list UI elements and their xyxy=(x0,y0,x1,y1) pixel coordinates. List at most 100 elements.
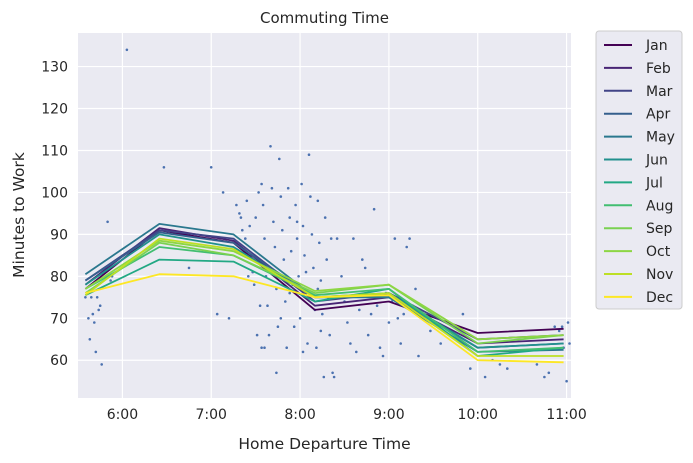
scatter-point xyxy=(568,342,571,345)
scatter-point xyxy=(106,220,109,224)
scatter-point xyxy=(90,296,93,299)
legend-label: May xyxy=(646,130,675,146)
legend-label: Jun xyxy=(645,153,668,169)
scatter-point xyxy=(335,237,339,240)
scatter-point xyxy=(469,367,472,370)
scatter-point xyxy=(278,157,281,161)
scatter-point xyxy=(322,375,326,379)
scatter-point xyxy=(247,275,250,278)
scatter-point xyxy=(100,363,103,366)
series-line-sep xyxy=(84,241,564,345)
scatter-point xyxy=(553,325,556,329)
legend-label: Jan xyxy=(645,38,668,54)
scatter-point xyxy=(238,212,241,215)
x-tick-labels: 6:00 7:00 8:00 9:00 10:00 11:00 xyxy=(107,407,587,423)
scatter-point xyxy=(275,371,278,375)
scatter-point xyxy=(281,228,284,232)
scatter-point xyxy=(303,254,306,257)
legend-label: Jul xyxy=(645,175,663,191)
series-line-aug xyxy=(84,246,564,353)
scatter-point xyxy=(285,346,289,350)
scatter-point xyxy=(319,329,323,333)
y-tick-labels: 60 70 80 90 100 110 120 130 xyxy=(41,60,68,370)
scatter-point xyxy=(187,266,191,270)
scatter-point xyxy=(402,312,406,316)
scatter-point xyxy=(301,350,305,354)
scatter-point xyxy=(248,224,251,228)
scatter-point xyxy=(269,145,272,148)
chart-title: Commuting Time xyxy=(260,9,389,27)
scatter-point xyxy=(387,321,391,324)
legend-label: Oct xyxy=(646,244,671,260)
legend-label: Feb xyxy=(646,61,671,77)
scatter-point xyxy=(346,321,349,324)
scatter-point xyxy=(292,325,296,329)
scatter-point xyxy=(95,296,99,299)
scatter-point xyxy=(328,333,332,337)
scatter-point xyxy=(315,346,318,350)
y-tick-label: 100 xyxy=(41,185,68,201)
scatter-point xyxy=(414,287,417,291)
scatter-point xyxy=(565,379,568,383)
scatter-point xyxy=(295,220,299,224)
scatter-point xyxy=(84,296,87,299)
y-tick-label: 70 xyxy=(50,311,68,327)
scatter-point xyxy=(340,275,343,278)
legend-label: Aug xyxy=(646,198,673,214)
x-tick-label: 6:00 xyxy=(107,407,138,423)
scatter-point xyxy=(254,216,257,219)
scatter-point xyxy=(378,346,382,350)
scatter-point xyxy=(260,182,263,186)
scatter-point xyxy=(270,186,274,190)
scatter-point xyxy=(363,266,367,270)
scatter-point xyxy=(93,321,96,324)
scatter-point xyxy=(289,249,293,253)
scatter-point xyxy=(366,333,370,337)
scatter-point xyxy=(263,237,266,240)
scatter-point xyxy=(276,325,280,329)
scatter-point xyxy=(309,195,312,198)
scatter-point xyxy=(125,48,129,52)
scatter-point xyxy=(325,258,329,261)
scatter-point xyxy=(361,258,364,261)
legend-label: Apr xyxy=(646,107,670,123)
scatter-point xyxy=(429,329,432,333)
scatter-point xyxy=(329,237,333,240)
scatter-point xyxy=(355,350,358,354)
scatter-point xyxy=(321,312,324,316)
scatter-point xyxy=(162,166,166,169)
scatter-point xyxy=(209,166,213,169)
series-line-oct xyxy=(84,239,564,341)
scatter-point xyxy=(282,258,286,261)
scatter-point xyxy=(244,237,247,240)
legend-box xyxy=(595,30,683,310)
x-axis-label: Home Departure Time xyxy=(238,435,410,453)
scatter-point xyxy=(352,237,355,240)
scatter-point xyxy=(266,304,269,308)
scatter-point xyxy=(312,266,315,270)
scatter-point xyxy=(257,191,260,194)
scatter-point xyxy=(381,354,385,358)
x-tick-label: 9:00 xyxy=(373,407,404,423)
scatter-point xyxy=(439,342,443,345)
y-tick-label: 110 xyxy=(41,143,68,159)
scatter-point xyxy=(279,195,283,198)
scatter-point xyxy=(272,220,275,224)
x-tick-label: 10:00 xyxy=(458,407,498,423)
grid-lines xyxy=(78,33,571,398)
y-tick-label: 60 xyxy=(50,353,68,369)
scatter-point xyxy=(307,153,311,156)
scatter-point xyxy=(399,342,403,345)
scatter-point xyxy=(227,317,231,320)
legend-label: Sep xyxy=(646,221,673,237)
scatter-point xyxy=(557,329,561,333)
scatter-point xyxy=(88,338,92,341)
scatter-point xyxy=(267,333,271,337)
scatter-point xyxy=(297,275,300,278)
legend: Jan Feb Mar Apr May Jun Jul Aug Sep Oct Nov Dec xyxy=(595,30,683,310)
scatter-point xyxy=(301,224,305,228)
scatter-point xyxy=(372,207,376,211)
scatter-point xyxy=(241,228,244,232)
scatter-point xyxy=(294,203,297,207)
scatter-point xyxy=(369,312,373,316)
